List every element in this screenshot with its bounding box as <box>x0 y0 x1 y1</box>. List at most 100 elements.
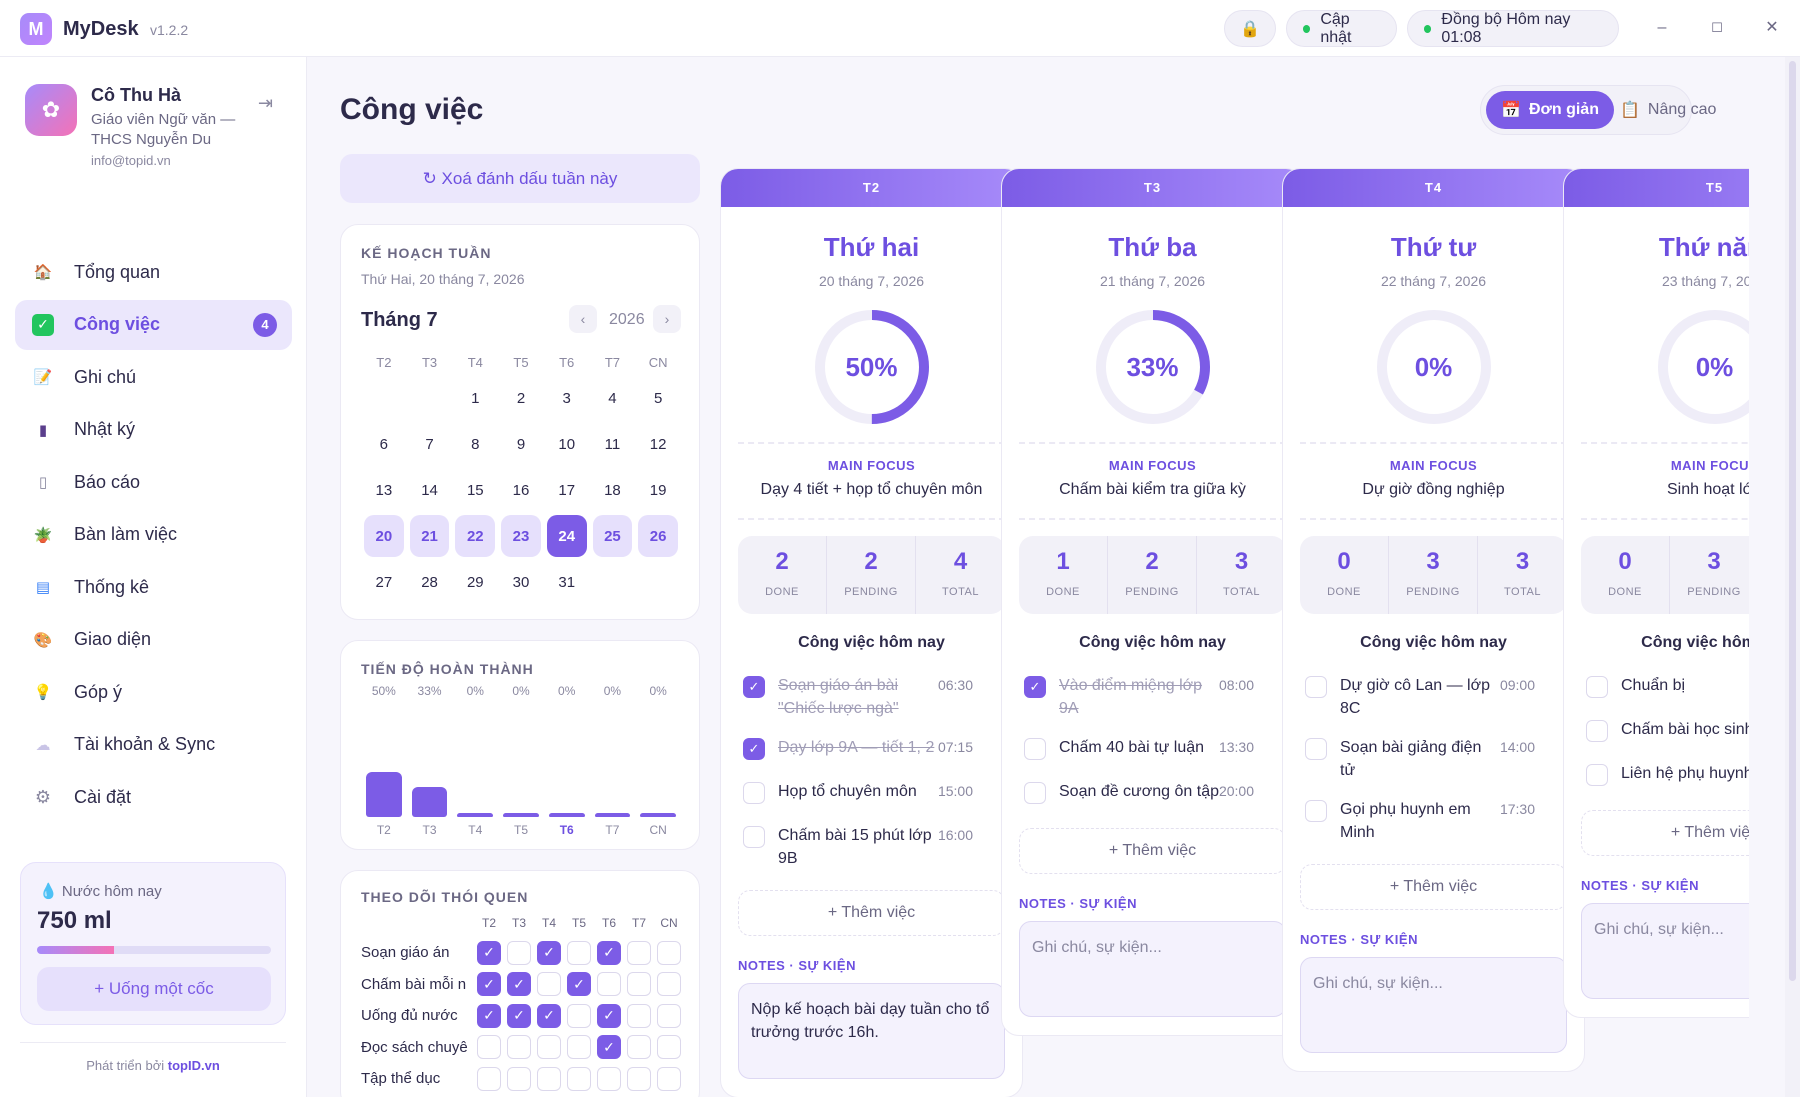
habit-checkbox[interactable] <box>507 1066 531 1091</box>
maximize-icon[interactable]: ☐ <box>1711 20 1723 35</box>
sidebar-item-11[interactable]: ⚙ Cài đặt <box>15 772 292 822</box>
calendar-day[interactable]: 7 <box>425 435 434 453</box>
habit-checkbox[interactable] <box>657 940 681 965</box>
notes-textarea[interactable]: Ghi chú, sự kiện... <box>1300 957 1567 1053</box>
task-item[interactable]: ✓ Soạn giáo án bài "Chiếc lược ngà" 06:30 <box>738 666 1005 728</box>
habit-checkbox[interactable]: ✓ <box>477 1003 501 1028</box>
calendar-day[interactable]: 12 <box>649 435 667 453</box>
sidebar-item-4[interactable]: ▮ Nhật ký <box>15 405 292 455</box>
habit-checkbox[interactable] <box>657 972 681 997</box>
footer-brand[interactable]: topID.vn <box>167 1058 220 1073</box>
calendar-day[interactable]: 17 <box>558 481 576 499</box>
main-focus-text[interactable]: Dạy 4 tiết + họp tổ chuyên môn <box>760 481 983 498</box>
habit-checkbox[interactable]: ✓ <box>477 940 501 965</box>
sidebar-item-2[interactable]: ✓ Công việc 4 <box>15 299 292 350</box>
habit-checkbox[interactable] <box>597 1066 621 1091</box>
habit-checkbox[interactable] <box>477 1035 501 1060</box>
task-item[interactable]: Chấm bài 15 phút lớp 9B 16:00 <box>738 816 1005 878</box>
habit-checkbox[interactable]: ✓ <box>597 1035 621 1060</box>
sidebar-item-8[interactable]: 🎨 Giao diện <box>15 615 292 665</box>
calendar-day[interactable]: 8 <box>471 435 480 453</box>
habit-checkbox[interactable] <box>627 940 651 965</box>
habit-checkbox[interactable] <box>537 1066 561 1091</box>
habit-checkbox[interactable] <box>567 1003 591 1028</box>
sidebar-item-10[interactable]: ☁ Tài khoản & Sync <box>15 720 292 770</box>
task-item[interactable]: ✓ Vào điểm miệng lớp 9A 08:00 <box>1019 666 1286 728</box>
logout-icon[interactable]: ⇥ <box>258 93 274 113</box>
habit-checkbox[interactable]: ✓ <box>537 940 561 965</box>
calendar-day[interactable]: 30 <box>512 573 530 591</box>
calendar-day[interactable]: 27 <box>375 573 393 591</box>
sidebar-item-1[interactable]: 🏠 Tổng quan <box>15 247 292 297</box>
calendar-day[interactable]: 18 <box>604 481 621 499</box>
calendar-day[interactable]: 11 <box>604 435 621 453</box>
task-checkbox[interactable]: ✓ <box>743 738 765 760</box>
habit-checkbox[interactable] <box>537 1035 561 1060</box>
task-checkbox[interactable]: ✓ <box>1024 676 1046 698</box>
habit-checkbox[interactable] <box>507 1035 531 1060</box>
calendar-day[interactable]: 26 <box>638 515 678 557</box>
calendar-day[interactable]: 2 <box>516 389 526 407</box>
habit-checkbox[interactable] <box>627 972 651 997</box>
calendar-day[interactable]: 4 <box>608 389 617 407</box>
task-item[interactable]: Soạn đề cương ôn tập 20:00 <box>1019 772 1286 816</box>
add-task-button[interactable]: + Thêm việc <box>1300 864 1567 910</box>
task-checkbox[interactable] <box>1305 800 1327 822</box>
drink-cup-button[interactable]: + Uống một cốc <box>37 967 271 1011</box>
task-checkbox[interactable] <box>1586 676 1608 698</box>
sync-button[interactable]: Đồng bộ Hôm nay 01:08 <box>1407 10 1619 47</box>
task-item[interactable]: Chuẩn bị <box>1581 666 1749 710</box>
habit-checkbox[interactable]: ✓ <box>567 972 591 997</box>
avatar[interactable]: ✿ <box>25 84 77 136</box>
habit-checkbox[interactable] <box>537 972 561 997</box>
sidebar-item-9[interactable]: 💡 Góp ý <box>15 667 292 717</box>
habit-checkbox[interactable]: ✓ <box>597 1003 621 1028</box>
scrollbar[interactable] <box>1785 57 1800 1097</box>
calendar-day[interactable]: 16 <box>512 481 530 499</box>
task-item[interactable]: Soạn bài giảng điện tử 14:00 <box>1300 728 1567 790</box>
task-item[interactable]: Gọi phụ huynh em Minh 17:30 <box>1300 790 1567 852</box>
calendar-day-today[interactable]: 24 <box>546 515 587 557</box>
update-button[interactable]: Cập nhật <box>1286 10 1397 47</box>
task-item[interactable]: Họp tổ chuyên môn 15:00 <box>738 772 1005 816</box>
habit-checkbox[interactable]: ✓ <box>507 972 531 997</box>
sidebar-item-5[interactable]: ▯ Báo cáo <box>15 457 292 507</box>
habit-checkbox[interactable] <box>627 1003 651 1028</box>
task-item[interactable]: Dự giờ cô Lan — lớp 8C 09:00 <box>1300 666 1567 728</box>
habit-checkbox[interactable]: ✓ <box>477 972 501 997</box>
task-checkbox[interactable] <box>743 826 765 848</box>
calendar-day[interactable]: 20 <box>364 515 404 557</box>
add-task-button[interactable]: + Thêm việc <box>1581 810 1749 856</box>
clear-week-button[interactable]: ↻ Xoá đánh dấu tuần này <box>340 154 700 203</box>
habit-checkbox[interactable] <box>567 940 591 965</box>
mode-advanced-button[interactable]: 📋 Nâng cao <box>1620 91 1730 129</box>
mode-simple-button[interactable]: 📅 Đơn giản <box>1486 91 1614 129</box>
task-item[interactable]: ✓ Dạy lớp 9A — tiết 1, 2 07:15 <box>738 728 1005 772</box>
task-item[interactable]: Chấm bài học sinh <box>1581 710 1749 754</box>
calendar-day[interactable]: 31 <box>558 573 576 591</box>
task-checkbox[interactable]: ✓ <box>743 676 765 698</box>
habit-checkbox[interactable] <box>507 940 531 965</box>
habit-checkbox[interactable] <box>567 1035 591 1060</box>
task-checkbox[interactable] <box>1305 676 1327 698</box>
calendar-day[interactable]: 15 <box>466 481 484 499</box>
task-checkbox[interactable] <box>1024 738 1046 760</box>
main-focus-text[interactable]: Dự giờ đồng nghiệp <box>1362 481 1505 498</box>
calendar-day[interactable]: 25 <box>592 515 633 557</box>
notes-textarea[interactable]: Ghi chú, sự kiện... <box>1019 921 1286 1017</box>
notes-textarea[interactable]: Nộp kế hoạch bài dạy tuần cho tổ trưởng … <box>738 983 1005 1079</box>
calendar-day[interactable]: 10 <box>558 435 576 453</box>
calendar-day[interactable]: 29 <box>466 573 484 591</box>
habit-checkbox[interactable] <box>477 1066 501 1091</box>
sidebar-item-6[interactable]: 🪴 Bàn làm việc <box>15 510 292 560</box>
habit-checkbox[interactable]: ✓ <box>537 1003 561 1028</box>
lock-button[interactable]: 🔒 <box>1224 10 1276 47</box>
calendar-day[interactable]: 9 <box>516 435 526 453</box>
main-focus-text[interactable]: Chấm bài kiểm tra giữa kỳ <box>1059 481 1246 498</box>
add-task-button[interactable]: + Thêm việc <box>738 890 1005 936</box>
habit-checkbox[interactable] <box>597 972 621 997</box>
task-checkbox[interactable] <box>1024 782 1046 804</box>
calendar-day[interactable]: 3 <box>562 389 571 407</box>
scrollbar-thumb[interactable] <box>1789 61 1796 981</box>
calendar-day[interactable]: 5 <box>653 389 663 407</box>
